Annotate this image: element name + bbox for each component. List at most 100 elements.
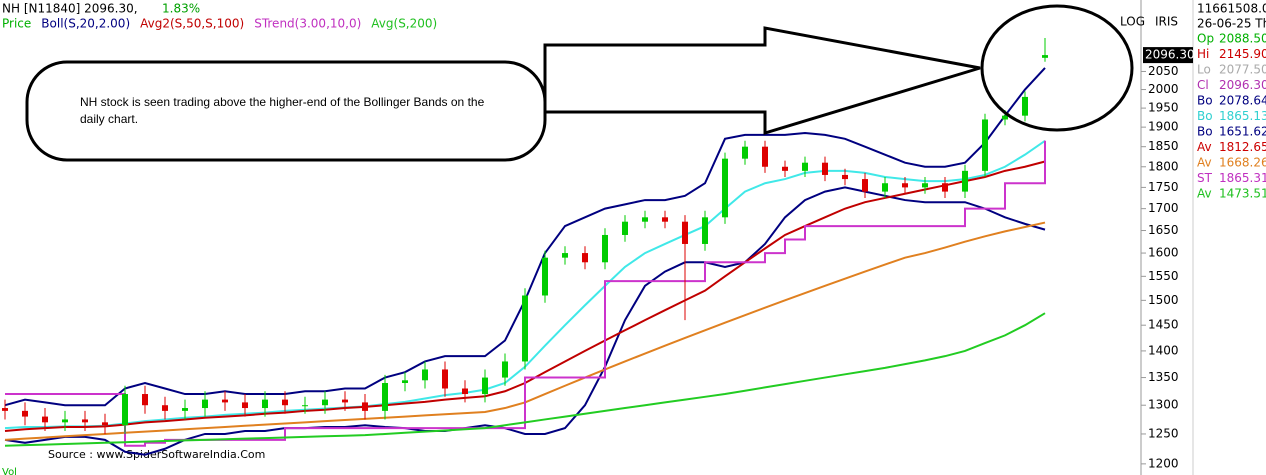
candle-body — [842, 174, 848, 180]
candle-body — [342, 399, 348, 403]
candle-body — [442, 369, 448, 389]
price-tag — [1143, 47, 1193, 64]
info-label: Bo — [1197, 94, 1213, 108]
candle-body — [62, 419, 68, 423]
candle-body — [542, 257, 548, 296]
y-tick-label: 1600 — [1148, 246, 1179, 260]
candle-body — [782, 166, 788, 171]
source: Source : www.SpiderSoftwareIndia.Com — [48, 448, 265, 461]
legend-entry: Avg(S,200) — [371, 17, 437, 31]
candle-body — [282, 399, 288, 406]
legend-entry: STrend(3.00,10,0) — [254, 17, 361, 31]
candle-body — [562, 253, 568, 258]
candle-body — [82, 419, 88, 423]
log-label: LOG — [1120, 15, 1145, 29]
arrow — [543, 26, 981, 136]
candle-body — [762, 146, 768, 167]
candle-body — [982, 119, 988, 171]
y-tick-label: 1750 — [1148, 180, 1179, 194]
info-label: Hi — [1197, 47, 1209, 61]
y-tick-label: 1300 — [1148, 398, 1179, 412]
candle-body — [1022, 96, 1028, 116]
y-tick-label: 1950 — [1148, 101, 1179, 115]
candle-body — [242, 402, 248, 409]
candle-body — [802, 162, 808, 171]
iris-label: IRIS — [1155, 15, 1178, 29]
info-label: Av — [1197, 187, 1212, 201]
candle-body — [622, 221, 628, 235]
legend-entry: Avg2(S,50,S,100) — [140, 17, 244, 31]
y-tick-label: 1200 — [1148, 456, 1179, 470]
plot-area — [2, 37, 1048, 456]
candle-body — [702, 217, 708, 244]
info-label: Av — [1197, 156, 1212, 170]
candle-body — [1042, 55, 1048, 58]
info-value: 1865.31 — [1219, 171, 1266, 185]
candle-body — [162, 405, 168, 411]
candle-body — [122, 394, 128, 426]
y-tick-label: 1900 — [1148, 120, 1179, 134]
candle-body — [742, 146, 748, 159]
candle-body — [902, 183, 908, 188]
candle-body — [322, 399, 328, 406]
candle-body — [522, 295, 528, 362]
info-value: 1473.51 — [1219, 187, 1266, 201]
info-value: 1668.26 — [1219, 156, 1266, 170]
candle-body — [2, 408, 8, 411]
candle-body — [922, 183, 928, 188]
candle-body — [182, 408, 188, 411]
info-value: 2078.64 — [1219, 94, 1266, 108]
info-label: Lo — [1197, 63, 1211, 77]
y-tick-label: 1250 — [1148, 426, 1179, 440]
volume-value: 11661508.00 — [1197, 2, 1266, 16]
candle-body — [602, 234, 608, 263]
y-tick-label: 1450 — [1148, 318, 1179, 332]
candle-body — [102, 422, 108, 426]
candle-body — [662, 217, 668, 222]
y-tick-label: 1400 — [1148, 343, 1179, 357]
y-tick-label: 1650 — [1148, 223, 1179, 237]
info-label: Av — [1197, 140, 1212, 154]
candle-body — [1002, 115, 1008, 120]
candle-body — [482, 377, 488, 395]
candle-body — [642, 217, 648, 222]
info-label: Bo — [1197, 125, 1213, 139]
candle-body — [142, 394, 148, 406]
candle-body — [882, 183, 888, 192]
y-tick-label: 1350 — [1148, 370, 1179, 384]
y-tick-label: 2050 — [1148, 64, 1179, 78]
candle-body — [582, 253, 588, 263]
candle-body — [202, 399, 208, 409]
candle-body — [222, 399, 228, 403]
candle-body — [402, 380, 408, 384]
info-value: 2096.30 — [1219, 78, 1266, 92]
y-tick-label: 1800 — [1148, 159, 1179, 173]
candle-body — [42, 416, 48, 423]
header-symbol: NH [N11840] 2096.30, — [2, 2, 138, 16]
annotation-text: NH stock is seen trading above the highe… — [80, 95, 485, 126]
legend-entry: Boll(S,20,2.00) — [41, 17, 130, 31]
price-tag-label: 2096.30 — [1145, 48, 1195, 62]
info-value: 2077.50 — [1219, 63, 1266, 77]
candle-body — [682, 221, 688, 244]
candle-body — [942, 183, 948, 192]
legend-entry: Price — [2, 17, 31, 31]
candle-body — [822, 162, 828, 175]
info-label: Cl — [1197, 78, 1209, 92]
candle-body — [382, 383, 388, 411]
y-tick-label: 1500 — [1148, 293, 1179, 307]
candle-body — [462, 388, 468, 395]
y-tick-label: 2000 — [1148, 82, 1179, 96]
candle-body — [962, 170, 968, 192]
candle-body — [722, 158, 728, 218]
indicator-line — [4, 186, 1046, 456]
info-value: 1865.13 — [1219, 109, 1266, 123]
y-tick-label: 1850 — [1148, 139, 1179, 153]
info-label: Op — [1197, 32, 1214, 46]
info-label: Bo — [1197, 109, 1213, 123]
info-value: 2145.90 — [1219, 47, 1266, 61]
candle-body — [502, 361, 508, 378]
info-value: 1812.65 — [1219, 140, 1266, 154]
